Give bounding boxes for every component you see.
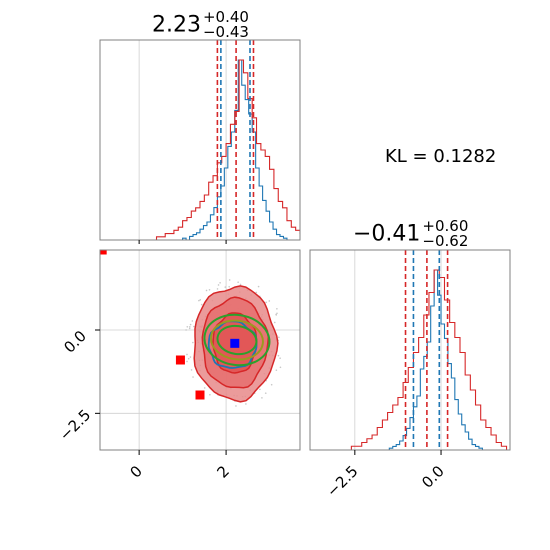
- joint-content: [100, 250, 282, 407]
- joint-sample-point: [198, 299, 200, 302]
- joint-sample-point: [264, 392, 267, 394]
- joint-sample-point: [187, 357, 190, 360]
- joint-sample-point: [191, 320, 194, 322]
- joint-sample-point: [277, 354, 280, 357]
- title-param1-errors: +0.40 −0.43: [203, 10, 249, 40]
- joint-sample-point: [203, 387, 206, 389]
- joint-xtick-label: 0: [126, 462, 145, 481]
- joint-sample-point: [189, 326, 191, 328]
- joint-sample-point: [237, 281, 239, 284]
- joint-sample-point: [276, 312, 278, 315]
- joint-sample-point: [199, 299, 202, 301]
- joint-sample-point: [205, 289, 208, 292]
- marginal-param2-xtick-label: 0.0: [418, 462, 448, 492]
- joint-frame: [99, 249, 301, 451]
- title-param2: −0.41 +0.60 −0.62: [353, 219, 468, 249]
- marginal-param1-panel: [99, 39, 301, 241]
- joint-blue-contour-0: [207, 320, 258, 369]
- title-param2-plus: +0.60: [422, 217, 469, 235]
- joint-ytick-label: 0.0: [60, 327, 90, 357]
- joint-green-contour-2: [216, 324, 258, 356]
- joint-red-marker-1: [175, 355, 185, 365]
- marginal-param1-hist-series-0: [182, 59, 288, 240]
- title-param1-plus: +0.40: [202, 8, 249, 26]
- kl-annotation: KL = 0.1282: [385, 146, 497, 167]
- joint-sample-point: [279, 366, 282, 369]
- joint-sample-point: [189, 356, 192, 358]
- joint-sample-point: [245, 403, 247, 405]
- joint-sample-point: [192, 376, 194, 378]
- marginal-param1-hist-series-1: [155, 59, 300, 240]
- marginal-param2-hist-series-0: [388, 269, 483, 450]
- joint-sample-point: [209, 393, 211, 396]
- joint-sample-point: [216, 288, 219, 290]
- joint-sample-point: [276, 307, 278, 310]
- joint-xtick-label: 2: [213, 462, 232, 481]
- title-param1-minus: −0.43: [202, 23, 249, 41]
- marginal-param1-frame: [99, 39, 301, 241]
- joint-sample-point: [228, 285, 230, 288]
- joint-sample-point: [200, 303, 203, 306]
- joint-sample-point: [219, 282, 221, 284]
- joint-sample-point: [189, 323, 192, 326]
- title-param1-value: 2.23: [152, 12, 201, 38]
- joint-sample-point: [259, 388, 261, 391]
- joint-sample-point: [188, 327, 191, 330]
- joint-green-contour-0: [203, 313, 271, 367]
- joint-sample-point: [270, 383, 273, 386]
- joint-sample-point: [192, 341, 194, 344]
- joint-sample-point: [190, 369, 193, 371]
- joint-sample-point: [255, 291, 258, 294]
- title-param2-errors: +0.60 −0.62: [422, 219, 468, 249]
- joint-sample-point: [268, 300, 271, 302]
- joint-sample-point: [261, 397, 263, 399]
- joint-sample-point: [208, 289, 211, 291]
- title-param2-minus: −0.62: [422, 232, 469, 250]
- title-param2-value: −0.41: [353, 221, 421, 247]
- marginal-param2-frame: [309, 249, 511, 451]
- joint-sample-point: [228, 279, 231, 281]
- joint-sample-point: [192, 325, 195, 328]
- joint-blue-marker: [230, 338, 240, 348]
- joint-sample-point: [235, 405, 237, 407]
- joint-red-marker-2: [195, 390, 205, 400]
- marginal-param1-series-group: [155, 40, 300, 240]
- joint-sample-point: [279, 357, 281, 359]
- joint-sample-point: [185, 329, 187, 331]
- marginal-param2-hist-series-1: [350, 269, 508, 450]
- joint-sample-point: [186, 353, 188, 356]
- joint-sample-point: [239, 283, 242, 286]
- joint-sample-point: [217, 284, 220, 286]
- joint-ytick-label: −2.5: [56, 406, 94, 444]
- joint-green-contour-1: [209, 319, 264, 361]
- joint-panel: [99, 249, 301, 451]
- marginal-param2-series-group: [350, 250, 508, 450]
- marginal-param2-xtick-label: −2.5: [323, 462, 361, 500]
- joint-sample-point: [265, 301, 268, 304]
- title-param1: 2.23 +0.40 −0.43: [152, 10, 249, 40]
- joint-sample-point: [186, 325, 189, 328]
- joint-sample-point: [257, 285, 260, 288]
- joint-sample-point: [224, 286, 227, 288]
- joint-sample-point: [278, 336, 280, 339]
- joint-sample-point: [275, 314, 278, 316]
- joint-sample-point: [275, 369, 278, 371]
- joint-red-marker-0: [100, 250, 107, 255]
- joint-sample-point: [273, 321, 276, 324]
- marginal-param2-panel: [309, 249, 511, 451]
- joint-sample-point: [186, 360, 188, 363]
